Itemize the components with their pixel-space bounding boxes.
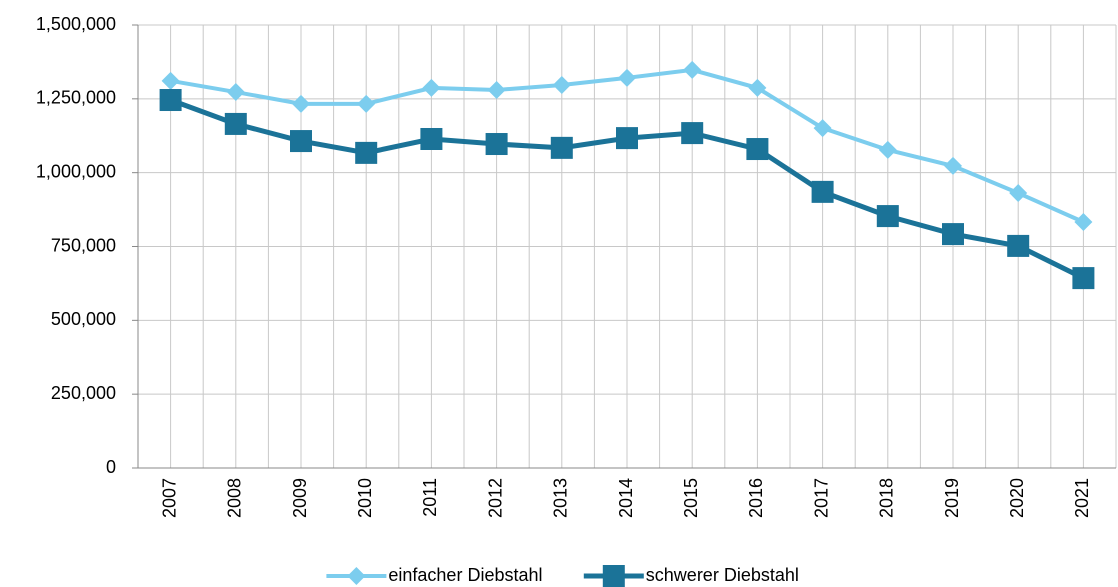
y-tick-label: 1,000,000 — [36, 161, 116, 181]
marker — [1074, 212, 1093, 231]
x-tick-label: 2013 — [551, 478, 571, 518]
marker — [616, 127, 638, 150]
legend-marker — [602, 565, 625, 587]
x-tick-label: 2008 — [225, 478, 245, 518]
y-tick-label: 750,000 — [51, 235, 116, 255]
x-tick-label: 2011 — [420, 478, 440, 517]
marker — [618, 68, 636, 87]
y-tick-label: 1,250,000 — [36, 88, 116, 108]
marker — [811, 180, 834, 203]
marker — [681, 122, 704, 145]
marker — [487, 80, 506, 99]
marker — [422, 78, 441, 97]
marker — [746, 138, 769, 161]
x-tick-label: 2018 — [877, 478, 897, 518]
marker — [748, 78, 767, 97]
marker — [161, 71, 180, 90]
x-tick-label: 2019 — [942, 478, 962, 518]
marker — [876, 205, 899, 228]
x-tick-label: 2009 — [290, 478, 310, 518]
y-tick-label: 250,000 — [51, 383, 116, 403]
marker — [1007, 234, 1030, 257]
x-tick-label: 2015 — [681, 478, 701, 518]
marker — [420, 127, 443, 150]
marker — [226, 83, 245, 102]
legend-label: schwerer Diebstahl — [646, 565, 799, 585]
marker — [224, 112, 247, 135]
x-tick-label: 2010 — [355, 478, 375, 518]
x-tick-label: 2017 — [811, 478, 831, 518]
legend: einfacher Diebstahl schwerer Diebstahl — [326, 565, 799, 587]
marker — [357, 94, 376, 113]
y-tick-label: 0 — [106, 457, 116, 477]
x-tick-label: 2021 — [1072, 478, 1092, 518]
marker — [159, 89, 182, 112]
x-tick-label: 2016 — [746, 478, 766, 518]
marker — [942, 223, 964, 246]
marker — [878, 140, 897, 159]
marker — [355, 141, 378, 164]
marker — [292, 94, 310, 113]
legend-label: einfacher Diebstahl — [388, 565, 542, 585]
marker — [485, 133, 508, 156]
x-tick-label: 2020 — [1007, 478, 1027, 518]
x-tick-label: 2012 — [485, 478, 505, 518]
legend-marker — [347, 567, 366, 585]
marker — [1009, 184, 1028, 203]
marker — [683, 60, 702, 79]
marker — [552, 75, 571, 94]
marker — [944, 156, 962, 175]
marker — [550, 136, 573, 159]
x-tick-label: 2014 — [616, 478, 636, 518]
x-tick-label: 2007 — [159, 478, 179, 518]
marker — [290, 130, 312, 153]
marker — [1072, 267, 1095, 290]
marker — [813, 119, 832, 138]
y-tick-label: 1,500,000 — [36, 14, 116, 34]
y-tick-label: 500,000 — [51, 309, 116, 329]
